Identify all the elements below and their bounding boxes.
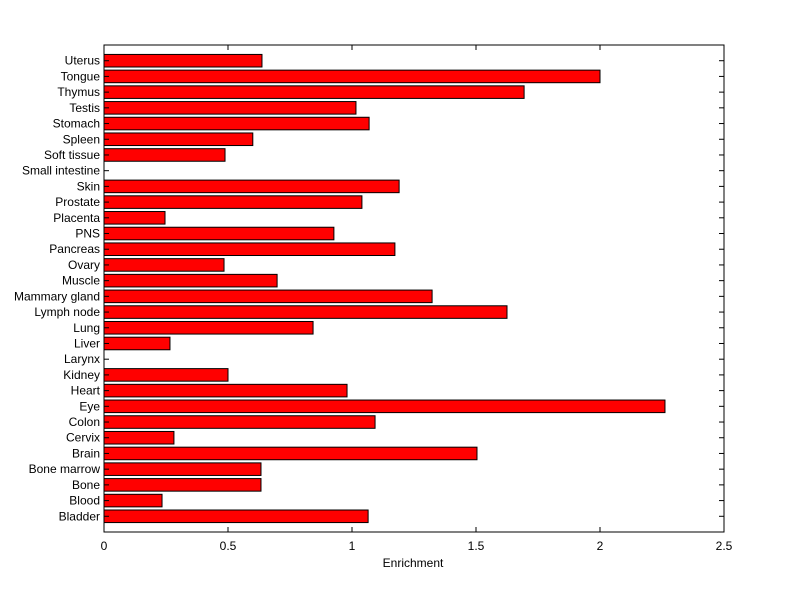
- y-tick-label: Placenta: [53, 211, 100, 225]
- y-tick-label: Prostate: [55, 195, 100, 209]
- bar-thymus: [103, 85, 525, 99]
- y-tick-label: Bone: [72, 478, 100, 492]
- bar-tongue: [103, 69, 601, 84]
- bar-mammary-gland: [103, 289, 433, 304]
- bar-heart: [103, 383, 348, 398]
- x-tick-label: 0: [101, 539, 108, 553]
- y-tick-label: PNS: [75, 227, 100, 241]
- y-tick-label: Tongue: [61, 69, 101, 83]
- y-tick-label: Eye: [79, 399, 100, 413]
- x-tick-label: 2: [597, 539, 604, 553]
- bar-prostate: [103, 195, 363, 209]
- plot-frame: [103, 44, 725, 533]
- bar-blood: [103, 493, 163, 508]
- bar-colon: [103, 415, 376, 429]
- y-tick-label: Larynx: [64, 352, 100, 366]
- bar-skin: [103, 179, 400, 194]
- bar-ovary: [103, 258, 225, 272]
- bar-lung: [103, 320, 314, 335]
- bar-stomach: [103, 116, 370, 131]
- y-tick-label: Kidney: [63, 368, 100, 382]
- y-tick-label: Cervix: [66, 431, 100, 445]
- y-tick-label: Colon: [69, 415, 100, 429]
- y-tick-label: Testis: [69, 101, 100, 115]
- bar-pancreas: [103, 242, 396, 257]
- x-tick-label: 2.5: [716, 539, 733, 553]
- bar-cervix: [103, 430, 175, 445]
- bar-uterus: [103, 53, 263, 68]
- bar-bone: [103, 478, 262, 492]
- y-tick-label: Blood: [69, 494, 100, 508]
- x-axis-label: Enrichment: [383, 556, 444, 570]
- bar-pns: [103, 226, 335, 241]
- x-tick-label: 0.5: [220, 539, 237, 553]
- y-tick-label: Lung: [73, 321, 100, 335]
- y-tick-label: Liver: [74, 336, 100, 350]
- bar-eye: [103, 399, 666, 414]
- bar-soft-tissue: [103, 148, 226, 162]
- bar-lymph-node: [103, 305, 508, 319]
- bar-bone-marrow: [103, 462, 262, 476]
- y-tick-label: Spleen: [63, 132, 100, 146]
- y-tick-label: Mammary gland: [14, 289, 100, 303]
- bar-muscle: [103, 273, 278, 288]
- y-tick-label: Bladder: [59, 509, 100, 523]
- y-tick-label: Lymph node: [34, 305, 100, 319]
- y-tick-label: Stomach: [53, 117, 100, 131]
- y-tick-label: Uterus: [65, 54, 100, 68]
- y-tick-label: Ovary: [68, 258, 100, 272]
- bar-liver: [103, 336, 171, 351]
- bar-testis: [103, 101, 357, 115]
- y-tick-label: Soft tissue: [44, 148, 100, 162]
- y-tick-label: Skin: [77, 179, 100, 193]
- y-tick-label: Bone marrow: [29, 462, 101, 476]
- bar-kidney: [103, 368, 229, 382]
- x-tick-label: 1.5: [468, 539, 485, 553]
- bar-spleen: [103, 132, 254, 147]
- y-tick-label: Heart: [71, 384, 101, 398]
- bar-placenta: [103, 211, 166, 225]
- x-tick-label: 1: [349, 539, 356, 553]
- y-tick-label: Small intestine: [22, 164, 100, 178]
- y-tick-label: Pancreas: [49, 242, 100, 256]
- bar-bladder: [103, 509, 369, 524]
- y-tick-label: Brain: [72, 446, 100, 460]
- y-tick-label: Thymus: [57, 85, 100, 99]
- y-tick-label: Muscle: [62, 274, 100, 288]
- bar-brain: [103, 446, 478, 461]
